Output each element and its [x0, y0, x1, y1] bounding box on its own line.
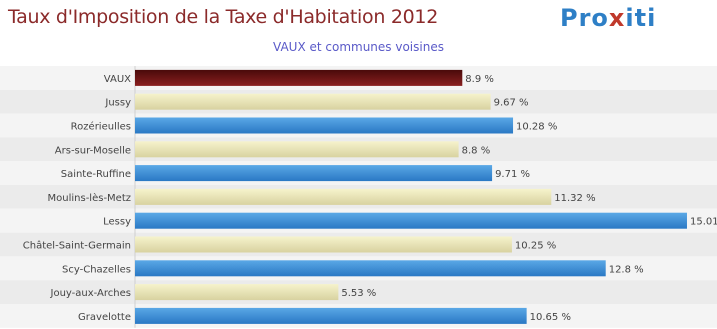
value-label: 9.67 %: [494, 98, 529, 109]
bar[interactable]: [135, 284, 339, 301]
category-label: Scy-Chazelles: [62, 264, 131, 275]
category-label: Ars-sur-Moselle: [55, 145, 131, 156]
bar[interactable]: [135, 307, 527, 324]
bar[interactable]: [135, 69, 463, 86]
value-label: 11.32 %: [554, 193, 595, 204]
category-label: Lessy: [103, 217, 131, 228]
bar[interactable]: [135, 260, 606, 277]
chart-title: Taux d'Imposition de la Taxe d'Habitatio…: [8, 6, 439, 28]
value-label: 9.71 %: [495, 169, 530, 180]
chart-subtitle: VAUX et communes voisines: [273, 40, 444, 54]
logo-part-pro: Pro: [560, 4, 609, 32]
category-label: Gravelotte: [78, 312, 131, 323]
bar[interactable]: [135, 236, 512, 253]
value-label: 10.28 %: [516, 122, 557, 133]
category-label: Châtel-Saint-Germain: [23, 240, 131, 252]
logo-part-x: x: [608, 4, 626, 32]
bar[interactable]: [135, 141, 459, 158]
bar[interactable]: [135, 165, 493, 182]
category-label: Jussy: [104, 98, 131, 109]
bar[interactable]: [135, 117, 514, 134]
category-label: Sainte-Ruffine: [61, 169, 131, 180]
category-label: Jouy-aux-Arches: [50, 288, 131, 299]
category-label: Moulins-lès-Metz: [48, 192, 132, 204]
proxiti-logo[interactable]: Proxiti: [560, 4, 656, 32]
value-label: 12.8 %: [609, 264, 644, 275]
bar[interactable]: [135, 93, 491, 110]
value-label: 10.65 %: [530, 312, 571, 323]
bar[interactable]: [135, 212, 687, 229]
value-label: 10.25 %: [515, 241, 556, 252]
value-label: 8.8 %: [462, 145, 491, 156]
value-label: 15.01 %: [690, 217, 717, 228]
logo-part-iti: iti: [625, 4, 657, 32]
category-label: Rozérieulles: [71, 121, 131, 133]
bar[interactable]: [135, 188, 552, 205]
value-label: 5.53 %: [341, 288, 376, 299]
value-label: 8.9 %: [465, 74, 494, 85]
category-label: VAUX: [104, 74, 131, 85]
